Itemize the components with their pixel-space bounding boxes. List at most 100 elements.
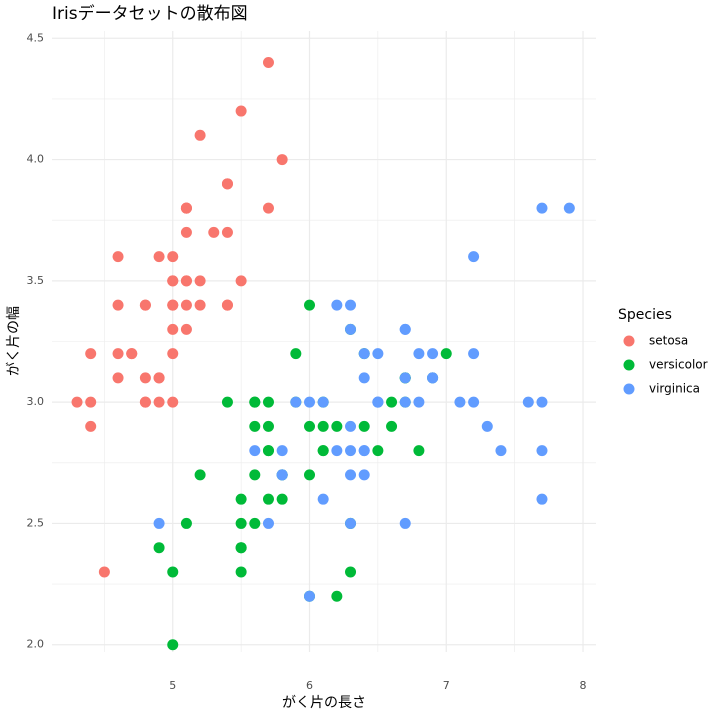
y-tick-label: 2.0: [27, 638, 45, 651]
point: [399, 372, 411, 384]
point: [180, 226, 192, 238]
point: [249, 517, 261, 529]
point: [153, 396, 165, 408]
point: [112, 299, 124, 311]
x-tick-label: 5: [169, 679, 176, 692]
x-tick-label: 8: [580, 679, 587, 692]
point: [85, 396, 97, 408]
point: [262, 517, 274, 529]
point: [180, 323, 192, 335]
point: [235, 542, 247, 554]
point: [167, 396, 179, 408]
point: [345, 445, 357, 457]
point: [153, 372, 165, 384]
point: [317, 396, 329, 408]
point: [276, 493, 288, 505]
point: [153, 251, 165, 263]
point: [345, 517, 357, 529]
point: [454, 396, 466, 408]
point: [262, 493, 274, 505]
point: [235, 517, 247, 529]
point: [304, 420, 316, 432]
point: [235, 105, 247, 117]
point: [290, 348, 302, 360]
point: [153, 542, 165, 554]
point: [427, 348, 439, 360]
point: [413, 396, 425, 408]
point: [536, 202, 548, 214]
y-tick-label: 3.0: [27, 395, 45, 408]
point: [249, 396, 261, 408]
point: [358, 372, 370, 384]
point: [331, 299, 343, 311]
point: [386, 396, 398, 408]
legend-swatch: [623, 359, 635, 371]
point: [345, 299, 357, 311]
point: [139, 372, 151, 384]
point: [180, 517, 192, 529]
legend-label: virginica: [649, 382, 700, 396]
legend-title: Species: [618, 307, 672, 323]
point: [345, 469, 357, 481]
point: [304, 396, 316, 408]
point: [71, 396, 83, 408]
point: [304, 469, 316, 481]
point: [372, 348, 384, 360]
point: [98, 566, 110, 578]
point: [290, 396, 302, 408]
point: [276, 445, 288, 457]
point: [481, 420, 493, 432]
point: [249, 420, 261, 432]
y-tick-label: 3.5: [27, 274, 45, 287]
legend-swatch: [623, 383, 635, 395]
point: [249, 469, 261, 481]
x-tick-label: 7: [443, 679, 450, 692]
point: [317, 420, 329, 432]
point: [126, 348, 138, 360]
point: [495, 445, 507, 457]
point: [262, 420, 274, 432]
point: [304, 590, 316, 602]
point: [536, 396, 548, 408]
point: [112, 251, 124, 263]
point: [194, 275, 206, 287]
point: [317, 445, 329, 457]
point: [399, 396, 411, 408]
point: [221, 396, 233, 408]
legend-label: versicolor: [649, 358, 708, 372]
point: [112, 372, 124, 384]
point: [235, 566, 247, 578]
point: [522, 396, 534, 408]
point: [413, 348, 425, 360]
point: [399, 323, 411, 335]
point: [563, 202, 575, 214]
point: [262, 57, 274, 69]
point: [358, 348, 370, 360]
point: [153, 517, 165, 529]
point: [372, 396, 384, 408]
legend-label: setosa: [649, 334, 688, 348]
point: [221, 226, 233, 238]
point: [468, 348, 480, 360]
point: [139, 299, 151, 311]
point: [85, 348, 97, 360]
point: [167, 299, 179, 311]
point: [167, 566, 179, 578]
point: [276, 469, 288, 481]
x-axis-label: がく片の長さ: [282, 695, 366, 711]
legend-swatch: [623, 335, 635, 347]
point: [372, 445, 384, 457]
x-tick-label: 6: [306, 679, 313, 692]
point: [194, 129, 206, 141]
point: [345, 566, 357, 578]
point: [468, 396, 480, 408]
point: [345, 323, 357, 335]
point: [249, 445, 261, 457]
point: [413, 445, 425, 457]
point: [167, 251, 179, 263]
point: [167, 323, 179, 335]
point: [358, 469, 370, 481]
point: [345, 420, 357, 432]
point: [386, 420, 398, 432]
